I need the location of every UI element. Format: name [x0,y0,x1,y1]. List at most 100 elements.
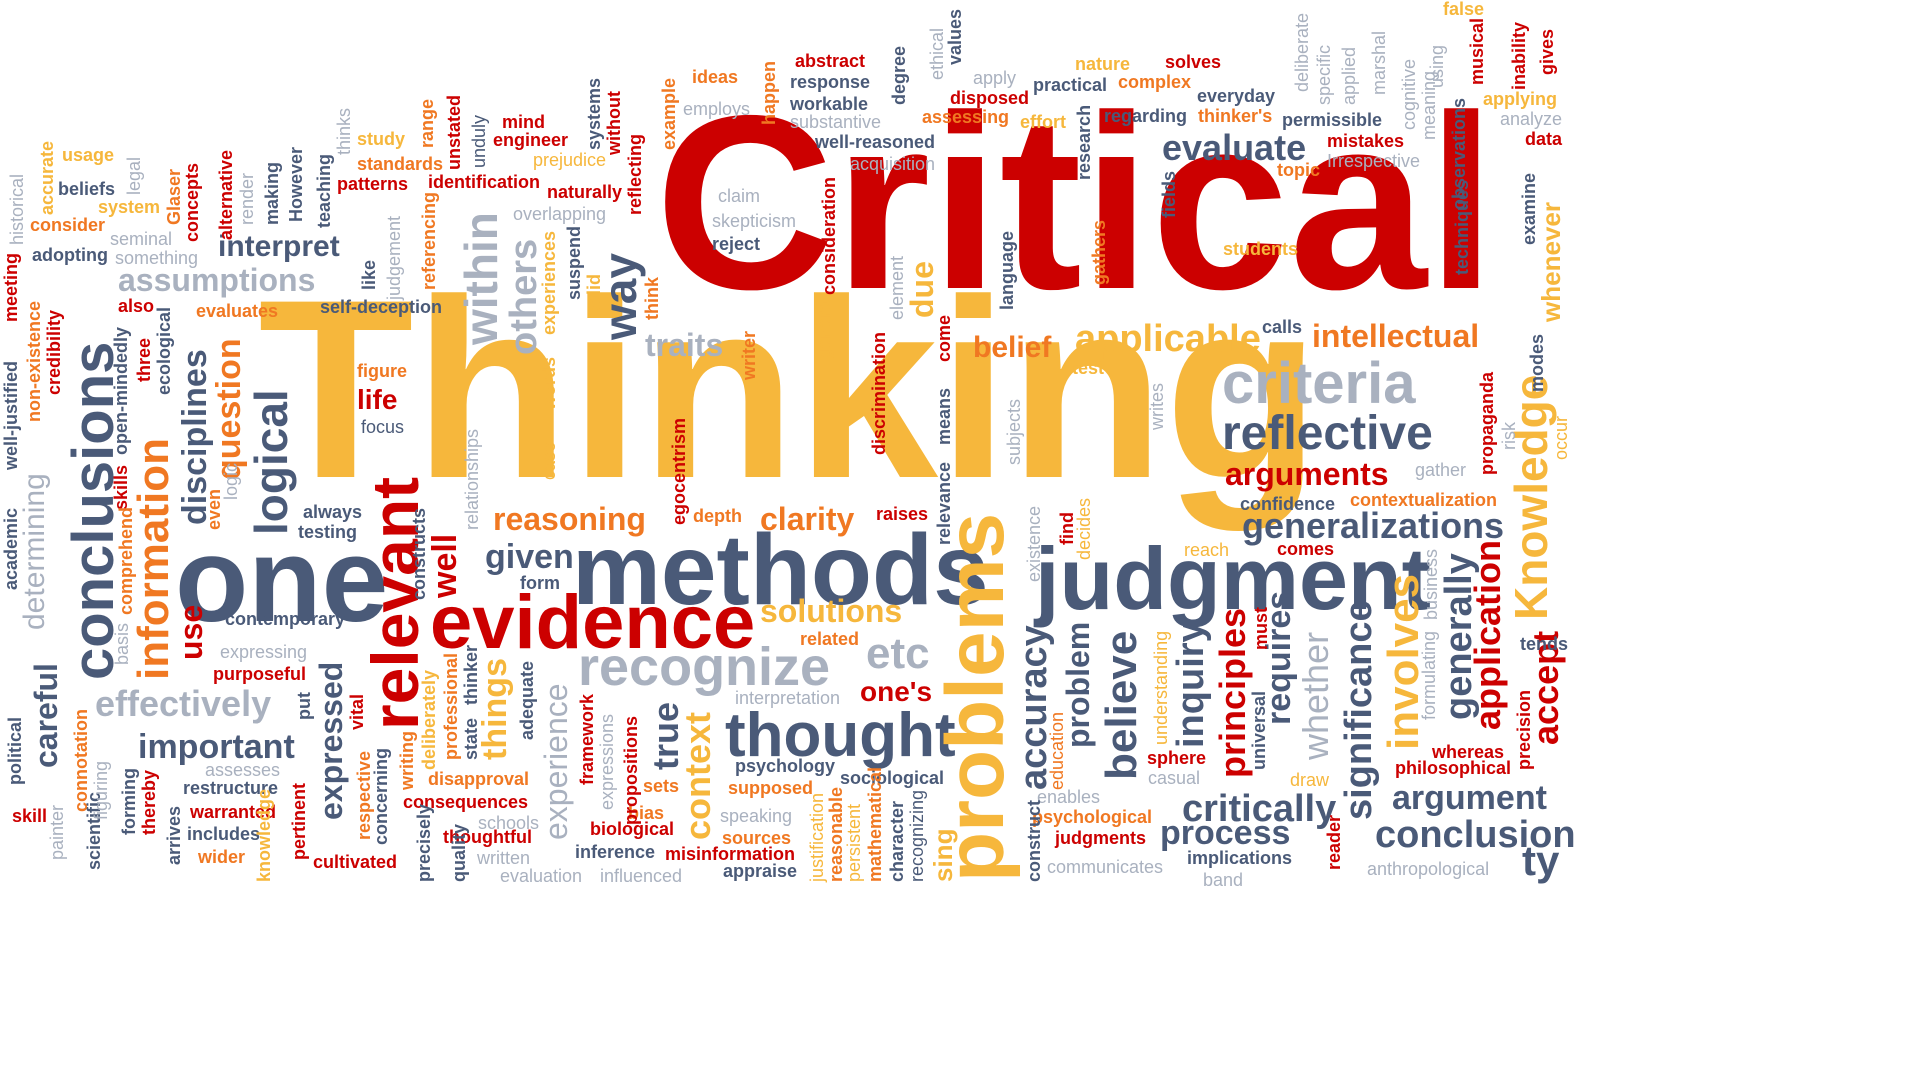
word-sphere: sphere [1147,748,1207,768]
word-decides: decides [1074,497,1094,560]
word-determining: determining [18,473,51,630]
word-question: question [210,338,248,480]
word-communicates: communicates [1047,857,1164,877]
word-concepts: concepts [182,162,202,242]
word-believe: believe [1097,630,1146,780]
word-methods: methods [572,514,989,626]
word-data: data [1525,129,1563,149]
word-inability: inability [1509,21,1529,90]
word-false: false [1443,0,1485,19]
word-referencing: referencing [419,191,439,290]
word-contemporary: contemporary [225,609,346,629]
word-disposed: disposed [950,88,1030,108]
word-casual: casual [1148,768,1201,788]
word-egocentrism: egocentrism [669,417,689,525]
word-alternative: alternative [216,149,236,240]
word-seminal: seminal [110,229,173,249]
word-non-existence: non-existence [24,300,44,422]
word-skills: skills [111,464,131,510]
word-consider: consider [30,215,106,235]
word-information: information [129,438,178,680]
word-understanding: understanding [1151,630,1171,745]
word-life: life [357,384,398,415]
word-students: students [1223,239,1299,259]
word-thought: thought [725,701,956,770]
word-expressing: expressing [220,642,308,662]
word-identification: identification [428,172,540,192]
word-writer: writer [739,330,759,380]
word-without: without [604,91,624,155]
word-inference: inference [575,842,656,862]
word-beliefs: beliefs [58,179,116,199]
word-disapproval: disapproval [428,769,530,789]
word-concerning: concerning [371,747,391,845]
word-universal: universal [1249,690,1269,770]
word-expressed: expressed [313,661,349,820]
word-gives: gives [1537,28,1557,75]
word-acquisition: acquisition [850,154,936,174]
word-assesses: assesses [205,760,281,780]
word-values: values [945,8,965,65]
word-systems: systems [584,77,604,150]
word-analyze: analyze [1500,109,1563,129]
word-always: always [303,502,363,522]
word-however: However [286,146,306,222]
word-making: making [262,161,282,225]
word-arrives: arrives [164,805,184,865]
word-intellectual: intellectual [1312,318,1480,354]
word-unstated: unstated [444,94,464,170]
word-etc: etc [866,629,930,678]
word-use: use [173,604,209,660]
word-supposed: supposed [728,778,814,798]
word-purposeful: purposeful [213,664,306,684]
word-response: response [790,72,871,92]
word-occur: occur [1551,415,1571,460]
word-general: general [814,295,834,360]
word-cultivated: cultivated [313,852,398,872]
word-words: words [539,356,559,410]
word-well-reasoned: well-reasoned [815,132,936,152]
word-whereas: whereas [1432,742,1505,762]
word-evidence: evidence [430,580,756,665]
word-construct: construct [1024,799,1044,882]
word-expressions: expressions [597,713,617,810]
word-sources: sources [722,828,792,848]
word-suspend: suspend [564,225,584,300]
word-ideas: ideas [692,67,739,87]
word-evaluation: evaluation [500,866,583,886]
word-figuring: figuring [91,760,111,820]
word-effort: effort [1020,112,1066,132]
word-cognitive: cognitive [1399,58,1419,130]
word-mistakes: mistakes [1327,131,1405,151]
word-language: language [997,230,1017,310]
word-one: one [175,513,389,647]
word-gather: gather [1415,460,1467,480]
word-generalizations: generalizations [1242,505,1505,546]
word-abstract: abstract [795,51,866,71]
word-knowledge: Knowledge [1505,374,1557,620]
word-reflective: reflective [1222,407,1433,460]
word-context: context [677,711,718,840]
word-system: system [98,197,161,217]
word-think: think [642,277,662,320]
word-academic: academic [1,507,21,590]
word-enables: enables [1037,787,1101,807]
word-subjects: subjects [1004,398,1024,465]
word-interpretation: interpretation [735,688,841,708]
word-put: put [294,692,314,720]
word-must: must [1251,606,1271,650]
word-recognize: recognize [578,637,831,697]
word-credibility: credibility [44,309,64,395]
word-philosophical: philosophical [1395,758,1512,778]
word-traits: traits [645,327,724,363]
word-precisely: precisely [414,803,434,882]
word-contextualization: contextualization [1350,490,1498,510]
word-study: study [357,129,406,149]
word-pertinent: pertinent [289,782,309,860]
word-research: research [1074,104,1094,180]
word-unduly: unduly [469,114,489,168]
word-teaching: teaching [314,153,334,228]
word-psychology: psychology [735,756,836,776]
word-critical: Critical [655,63,1496,341]
